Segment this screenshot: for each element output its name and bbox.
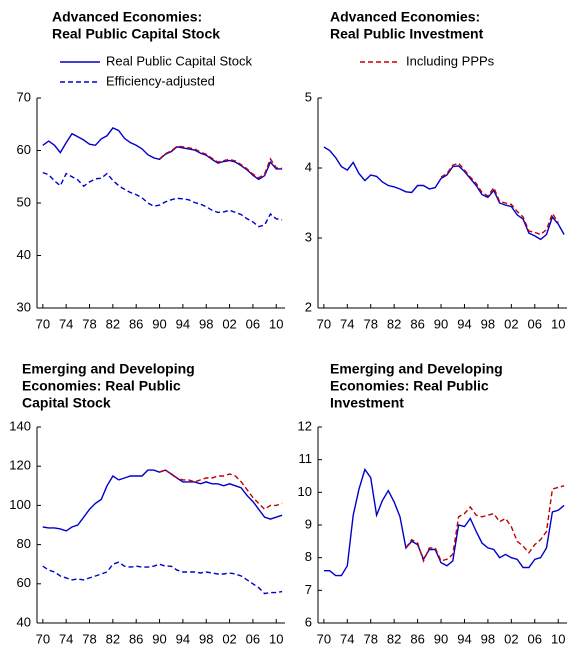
- x-tick-label: 94: [176, 631, 190, 646]
- y-tick-label: 11: [299, 451, 313, 466]
- x-tick-label: 70: [36, 631, 50, 646]
- x-tick-label: 06: [528, 316, 542, 331]
- y-tick-label: 12: [298, 418, 312, 433]
- x-tick-label: 94: [176, 316, 190, 331]
- x-tick-label: 10: [551, 631, 565, 646]
- chart-title: Economies: Real Public: [22, 378, 181, 394]
- x-tick-label: 94: [457, 316, 471, 331]
- series-line: [440, 162, 559, 236]
- x-tick-label: 90: [152, 631, 166, 646]
- y-tick-label: 5: [305, 89, 312, 104]
- legend-label: Efficiency-adjusted: [106, 73, 215, 88]
- y-tick-label: 6: [305, 614, 312, 629]
- x-tick-label: 86: [129, 631, 143, 646]
- x-tick-label: 74: [59, 316, 73, 331]
- y-tick-label: 60: [17, 142, 31, 157]
- chart-title: Real Public Investment: [330, 26, 484, 42]
- series-line: [42, 171, 283, 228]
- y-tick-label: 9: [305, 516, 312, 531]
- y-tick-label: 140: [9, 418, 31, 433]
- series-line: [42, 561, 283, 595]
- x-tick-label: 06: [246, 631, 260, 646]
- x-tick-label: 06: [246, 316, 260, 331]
- y-tick-label: 40: [17, 247, 31, 262]
- series-line: [159, 145, 283, 179]
- series-line: [159, 469, 283, 511]
- x-tick-label: 74: [340, 316, 354, 331]
- series-line: [42, 469, 283, 532]
- chart-title: Emerging and Developing: [22, 361, 195, 377]
- x-tick-label: 02: [222, 316, 236, 331]
- x-tick-label: 98: [199, 316, 213, 331]
- y-tick-label: 30: [17, 299, 31, 314]
- chart-title: Investment: [330, 395, 404, 411]
- y-tick-label: 8: [305, 549, 312, 564]
- series-line: [323, 467, 565, 577]
- x-tick-label: 02: [504, 316, 518, 331]
- x-tick-label: 10: [551, 316, 565, 331]
- chart-title: Advanced Economies:: [52, 9, 202, 25]
- x-tick-label: 70: [317, 316, 331, 331]
- y-tick-label: 10: [298, 484, 312, 499]
- y-tick-label: 40: [17, 614, 31, 629]
- y-tick-label: 100: [9, 497, 31, 512]
- x-tick-label: 10: [269, 631, 283, 646]
- x-tick-label: 74: [340, 631, 354, 646]
- x-tick-label: 98: [481, 631, 495, 646]
- y-tick-label: 4: [305, 159, 312, 174]
- x-tick-label: 86: [129, 316, 143, 331]
- x-tick-label: 98: [481, 316, 495, 331]
- series-line: [405, 485, 565, 563]
- y-tick-label: 3: [305, 229, 312, 244]
- x-tick-label: 86: [410, 316, 424, 331]
- y-tick-label: 2: [305, 299, 312, 314]
- x-tick-label: 90: [434, 316, 448, 331]
- x-tick-label: 78: [82, 631, 96, 646]
- chart-title: Economies: Real Public: [330, 378, 489, 394]
- series-line: [323, 146, 565, 241]
- x-tick-label: 10: [269, 316, 283, 331]
- chart-title: Advanced Economies:: [330, 9, 480, 25]
- x-tick-label: 82: [106, 631, 120, 646]
- x-tick-label: 82: [387, 316, 401, 331]
- x-tick-label: 74: [59, 631, 73, 646]
- x-tick-label: 78: [82, 316, 96, 331]
- chart-title: Emerging and Developing: [330, 361, 503, 377]
- chart-title: Real Public Capital Stock: [52, 26, 220, 42]
- y-tick-label: 50: [17, 194, 31, 209]
- x-tick-label: 98: [199, 631, 213, 646]
- legend-label: Including PPPs: [406, 53, 495, 68]
- x-tick-label: 70: [36, 316, 50, 331]
- chart-title: Capital Stock: [22, 395, 111, 411]
- y-tick-label: 70: [17, 89, 31, 104]
- x-tick-label: 90: [152, 316, 166, 331]
- x-tick-label: 02: [222, 631, 236, 646]
- x-tick-label: 78: [363, 631, 377, 646]
- x-tick-label: 70: [317, 631, 331, 646]
- y-tick-label: 7: [305, 582, 312, 597]
- x-tick-label: 82: [106, 316, 120, 331]
- series-line: [42, 127, 283, 181]
- x-tick-label: 02: [504, 631, 518, 646]
- x-tick-label: 86: [410, 631, 424, 646]
- x-tick-label: 78: [363, 316, 377, 331]
- x-tick-label: 90: [434, 631, 448, 646]
- x-tick-label: 06: [528, 631, 542, 646]
- x-tick-label: 82: [387, 631, 401, 646]
- y-tick-label: 120: [9, 458, 31, 473]
- y-tick-label: 60: [17, 575, 31, 590]
- legend-label: Real Public Capital Stock: [106, 53, 252, 68]
- x-tick-label: 94: [457, 631, 471, 646]
- y-tick-label: 80: [17, 536, 31, 551]
